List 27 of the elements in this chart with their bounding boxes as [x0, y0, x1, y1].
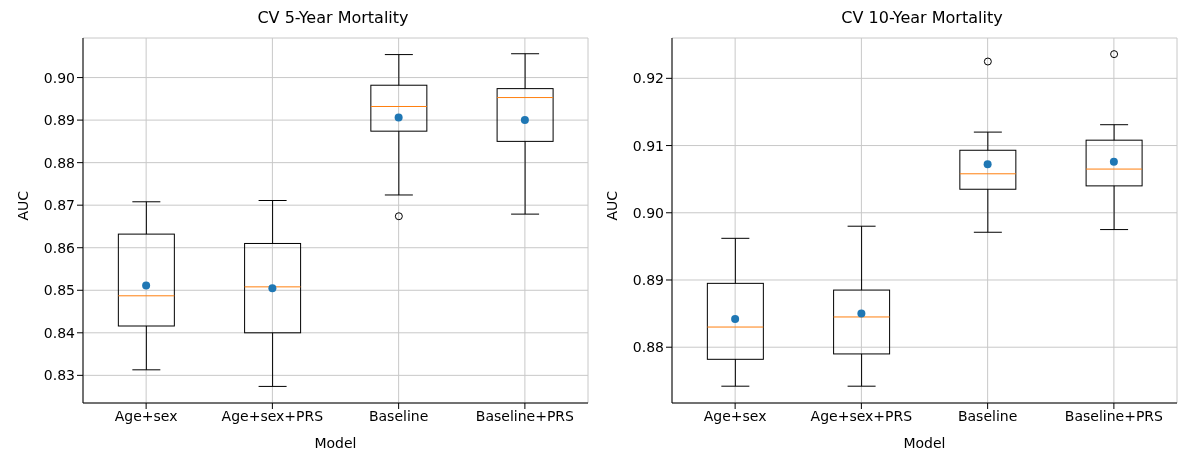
y-tick-label: 0.88 — [632, 339, 664, 356]
x-axis-title: Model — [314, 435, 357, 451]
y-tick-label: 0.83 — [43, 367, 75, 384]
x-tick-label: Baseline — [368, 407, 429, 424]
y-tick-label: 0.85 — [43, 282, 75, 299]
x-tick-label: Baseline+PRS — [475, 407, 575, 424]
x-tick-label: Age+sex+PRS — [221, 407, 324, 424]
y-tick-label: 0.87 — [43, 197, 75, 214]
y-axis-title: AUC — [14, 190, 31, 221]
y-tick-label: 0.90 — [632, 204, 664, 221]
x-tick-label: Age+sex — [703, 407, 767, 424]
x-tick-label: Baseline — [957, 407, 1018, 424]
y-tick-label: 0.86 — [43, 239, 76, 256]
x-axis-title: Model — [903, 435, 946, 451]
x-tick-label: Age+sex+PRS — [810, 407, 913, 424]
x-tick-label: Age+sex — [114, 407, 178, 424]
chart-title: CV 10-Year Mortality — [840, 8, 1004, 27]
y-tick-label: 0.89 — [43, 112, 75, 129]
y-tick-label: 0.90 — [43, 69, 75, 86]
y-tick-label: 0.91 — [632, 137, 664, 154]
y-tick-label: 0.92 — [632, 70, 664, 87]
y-tick-label: 0.84 — [43, 324, 76, 341]
y-tick-label: 0.89 — [632, 271, 664, 288]
x-tick-label: Baseline+PRS — [1064, 407, 1164, 424]
y-axis-title: AUC — [603, 190, 620, 221]
y-tick-label: 0.88 — [43, 154, 75, 171]
chart-title: CV 5-Year Mortality — [256, 8, 410, 27]
